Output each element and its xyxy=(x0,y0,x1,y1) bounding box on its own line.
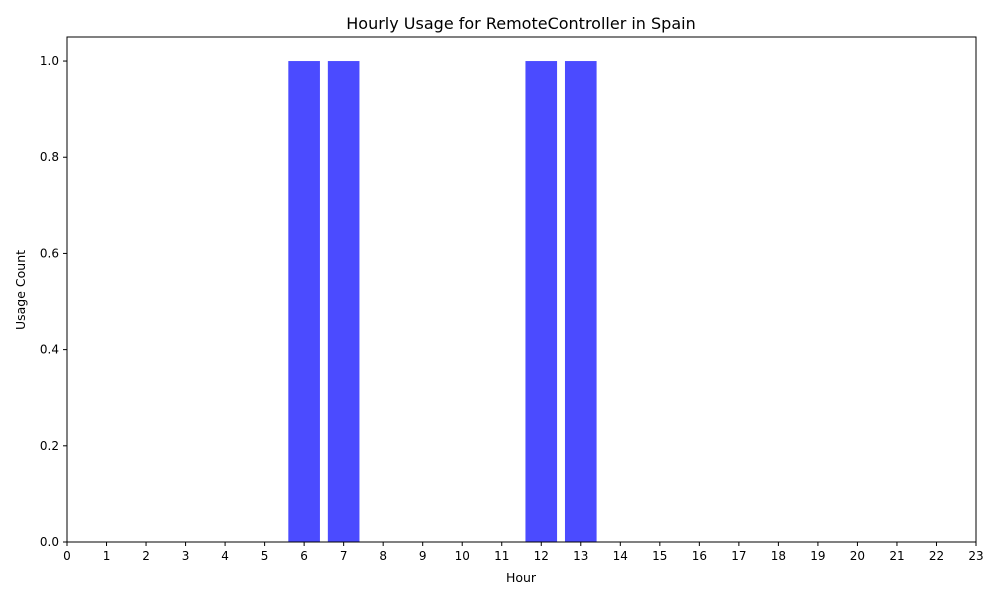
x-tick-label: 10 xyxy=(455,549,470,563)
x-tick-label: 14 xyxy=(613,549,628,563)
x-tick-label: 15 xyxy=(652,549,667,563)
x-tick-label: 19 xyxy=(810,549,825,563)
x-tick-label: 17 xyxy=(731,549,746,563)
x-tick-label: 3 xyxy=(182,549,190,563)
x-tick-label: 11 xyxy=(494,549,509,563)
x-tick-label: 0 xyxy=(63,549,71,563)
x-tick-label: 7 xyxy=(340,549,348,563)
chart-title: Hourly Usage for RemoteController in Spa… xyxy=(346,14,695,33)
bar-hour-6 xyxy=(288,61,320,543)
x-tick-label: 13 xyxy=(573,549,588,563)
x-tick-label: 21 xyxy=(889,549,904,563)
x-tick-label: 2 xyxy=(142,549,150,563)
y-tick-label: 0.2 xyxy=(40,439,59,453)
y-tick-label: 0.0 xyxy=(40,535,59,549)
x-tick-label: 16 xyxy=(692,549,707,563)
x-tick-label: 1 xyxy=(103,549,111,563)
x-tick-label: 12 xyxy=(534,549,549,563)
y-axis: 0.0 0.2 0.4 0.6 0.8 1.0 xyxy=(40,54,67,549)
plot-frame xyxy=(66,36,977,543)
y-axis-label: Usage Count xyxy=(13,250,28,330)
x-tick-label: 8 xyxy=(379,549,387,563)
x-tick-label: 5 xyxy=(261,549,269,563)
x-tick-label: 9 xyxy=(419,549,427,563)
plot-area xyxy=(66,36,977,543)
bar-hour-12 xyxy=(525,61,558,543)
x-tick-label: 4 xyxy=(221,549,229,563)
bar-hour-7 xyxy=(327,61,360,543)
x-tick-label: 18 xyxy=(771,549,786,563)
x-tick-label: 22 xyxy=(929,549,944,563)
bar-hour-13 xyxy=(564,61,597,543)
y-tick-label: 0.8 xyxy=(40,150,59,164)
x-tick-label: 20 xyxy=(850,549,865,563)
y-tick-label: 0.4 xyxy=(40,343,59,357)
x-axis-label: Hour xyxy=(506,570,537,585)
y-tick-label: 0.6 xyxy=(40,246,59,260)
x-axis: 0 1 2 3 4 5 6 7 8 9 10 11 12 13 14 15 16 17 18 19 20 21 22 23 xyxy=(63,542,984,563)
x-tick-label: 6 xyxy=(300,549,308,563)
y-tick-label: 1.0 xyxy=(40,54,59,68)
x-tick-label: 23 xyxy=(968,549,983,563)
